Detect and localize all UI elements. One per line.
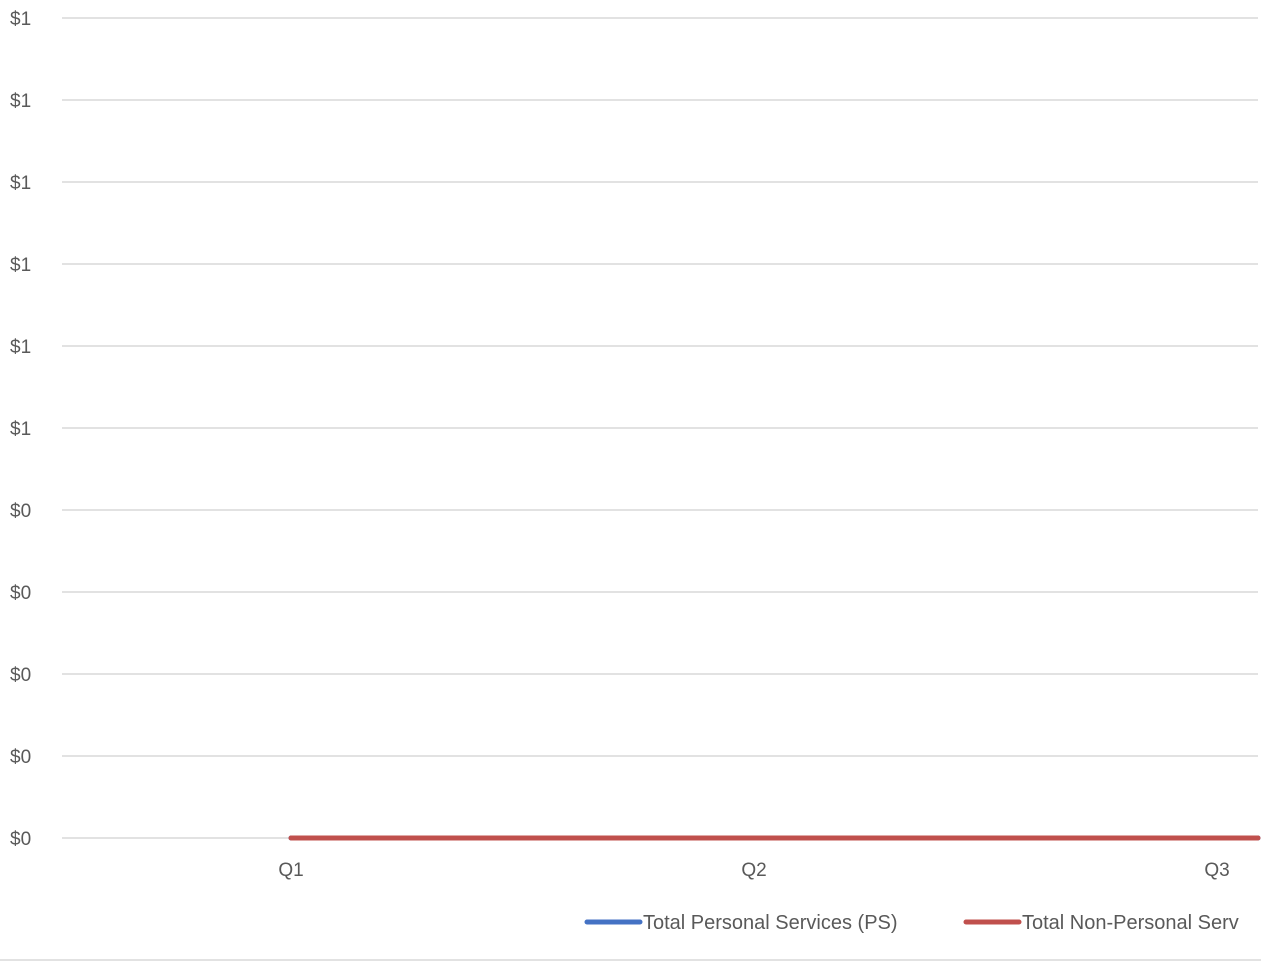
legend: Total Personal Services (PS) Total Non-P… <box>584 912 1239 934</box>
y-tick-label: $1 <box>10 91 31 112</box>
y-tick-label: $0 <box>10 665 31 686</box>
x-axis-tick-labels: Q1 Q2 Q3 <box>278 860 1229 881</box>
y-tick-label: $0 <box>10 829 31 850</box>
legend-label-non-personal-services: Total Non-Personal Serv <box>1022 912 1239 934</box>
gridlines <box>62 17 1258 839</box>
y-axis-tick-labels: $0 $0 $0 $0 $0 $1 $1 $1 $1 $1 $1 <box>10 9 31 850</box>
y-tick-label: $0 <box>10 501 31 522</box>
y-tick-label: $0 <box>10 747 31 768</box>
y-tick-label: $1 <box>10 337 31 358</box>
y-tick-label: $1 <box>10 255 31 276</box>
legend-label-personal-services: Total Personal Services (PS) <box>643 912 898 934</box>
y-tick-label: $1 <box>10 419 31 440</box>
y-tick-label: $1 <box>10 173 31 194</box>
x-tick-label: Q1 <box>278 860 303 881</box>
x-tick-label: Q2 <box>741 860 766 881</box>
y-tick-label: $1 <box>10 9 31 30</box>
y-tick-label: $0 <box>10 583 31 604</box>
x-tick-label: Q3 <box>1204 860 1229 881</box>
